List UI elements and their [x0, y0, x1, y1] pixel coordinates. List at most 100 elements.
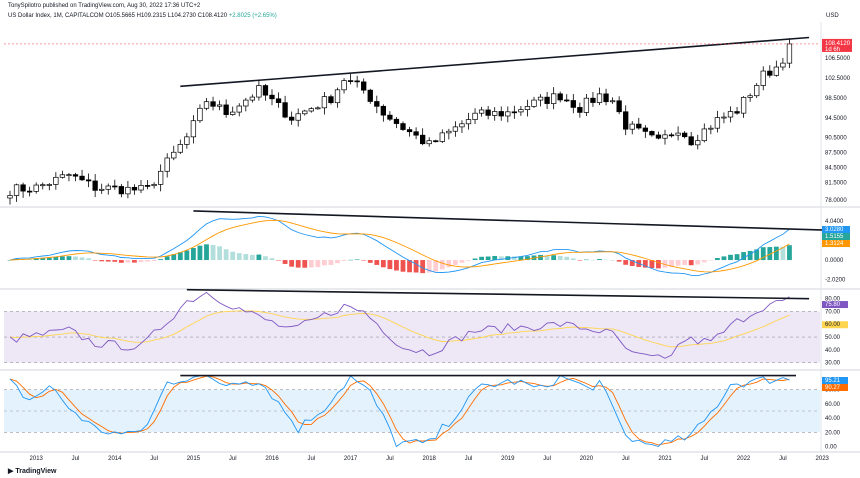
macd-histogram-bar	[249, 254, 255, 261]
candle	[79, 175, 85, 181]
macd-histogram-bar	[269, 258, 275, 261]
time-axis-tick: Jul	[150, 456, 158, 462]
time-axis-tick: 2013	[30, 456, 44, 462]
macd-histogram-bar	[662, 260, 668, 268]
candle	[269, 94, 275, 100]
candle	[59, 174, 66, 178]
macd-histogram-bar	[603, 259, 609, 261]
macd-histogram-bar	[289, 260, 295, 267]
candle	[708, 127, 714, 130]
macd-histogram-bar	[7, 260, 13, 261]
macd-histogram-bar	[354, 259, 360, 261]
candle	[727, 111, 734, 118]
price-axis-tick: 106.5000	[825, 56, 851, 62]
time-axis-tick: Jul	[386, 456, 394, 462]
price-axis-tick: 78.0000	[825, 198, 847, 204]
time-axis-tick: 2019	[501, 456, 515, 462]
candle	[328, 96, 334, 104]
candle	[72, 174, 79, 177]
candle	[649, 131, 655, 136]
macd-histogram-bar	[282, 260, 288, 264]
rsi-axis-tick: 30.00	[825, 361, 841, 367]
macd-axis-tick: -2.0200	[825, 277, 846, 283]
macd-histogram-bar	[708, 260, 714, 261]
macd-histogram-bar	[701, 260, 707, 263]
candle	[426, 140, 432, 145]
stoch-axis-tick: 0.00	[825, 444, 837, 450]
candle	[256, 85, 262, 98]
macd-histogram-bar	[525, 256, 530, 261]
candle	[289, 116, 295, 121]
candle	[623, 111, 629, 130]
candle	[321, 96, 328, 109]
macd-histogram-bar	[33, 258, 39, 261]
candle	[629, 123, 635, 130]
price-trendline	[180, 36, 810, 88]
macd-histogram-bar	[400, 260, 406, 272]
macd-histogram-bar	[433, 260, 439, 272]
macd-histogram-bar	[642, 260, 648, 268]
macd-histogram-bar	[479, 256, 484, 261]
macd-histogram-bar	[564, 256, 570, 261]
macd-histogram-bar	[760, 247, 766, 261]
time-axis-tick: 2017	[344, 456, 358, 462]
macd-histogram-bar	[66, 256, 72, 261]
symbol-name[interactable]: US Dollar Index, 1M, CAPITALCOM	[8, 13, 104, 19]
macd-value-label: 1.3124	[825, 241, 844, 247]
price-axis-tick: 102.5000	[825, 76, 851, 82]
time-axis-tick: Jul	[465, 456, 473, 462]
tradingview-logo[interactable]: ▶ TradingView	[8, 467, 56, 475]
candle	[570, 100, 576, 108]
candle	[564, 99, 570, 102]
candle	[721, 116, 727, 119]
time-axis-tick: Jul	[229, 456, 237, 462]
stoch-value-badge	[822, 384, 848, 391]
stoch-value-label: 95.21	[825, 378, 841, 384]
macd-histogram-bar	[767, 247, 773, 261]
macd-histogram-bar	[197, 245, 203, 261]
candle	[773, 66, 779, 76]
candle	[760, 70, 766, 86]
candle	[354, 80, 360, 83]
candle	[164, 157, 170, 172]
macd-histogram-bar	[629, 260, 635, 266]
macd-histogram-bar	[590, 259, 596, 261]
candle	[158, 170, 164, 185]
macd-histogram-bar	[341, 260, 347, 261]
candle	[681, 132, 688, 138]
candle	[498, 111, 504, 117]
candle	[184, 136, 190, 145]
currency-label: USD	[826, 13, 839, 19]
candle	[367, 89, 373, 102]
change-value: +2.8025 (+2.65%)	[228, 13, 277, 19]
macd-histogram-bar	[302, 260, 308, 268]
macd-histogram-bar	[511, 256, 517, 261]
candle	[33, 184, 39, 192]
macd-histogram-bar	[453, 260, 458, 265]
candle	[485, 109, 491, 116]
candle	[85, 179, 92, 182]
macd-histogram-bar	[335, 260, 340, 264]
candle	[315, 107, 321, 110]
rsi-trendline	[186, 288, 810, 300]
macd-histogram-bar	[171, 254, 177, 261]
candle	[603, 93, 609, 103]
macd-histogram-bar	[544, 255, 550, 261]
macd-value-badge	[822, 240, 850, 247]
candle	[105, 185, 111, 190]
candle	[177, 144, 183, 153]
macd-histogram-bar	[754, 249, 760, 261]
ohlc-values: O105.5665 H109.2315 L104.2730 C108.4120	[105, 13, 228, 19]
time-axis-tick: 2015	[187, 456, 201, 462]
candle	[420, 134, 426, 145]
macd-histogram-bar	[439, 260, 445, 270]
macd-value-label: 3.0280	[825, 227, 844, 233]
last-price-countdown: 1d 6h	[825, 47, 840, 53]
rsi-axis-tick: 40.00	[825, 348, 841, 354]
macd-histogram-bar	[394, 260, 399, 271]
rsi-axis-tick: 50.00	[825, 335, 841, 341]
candle	[740, 97, 747, 114]
macd-axis-tick: 4.0400	[825, 219, 844, 225]
macd-axis-tick: 0.0000	[825, 258, 844, 264]
time-axis-tick: Jul	[700, 456, 708, 462]
